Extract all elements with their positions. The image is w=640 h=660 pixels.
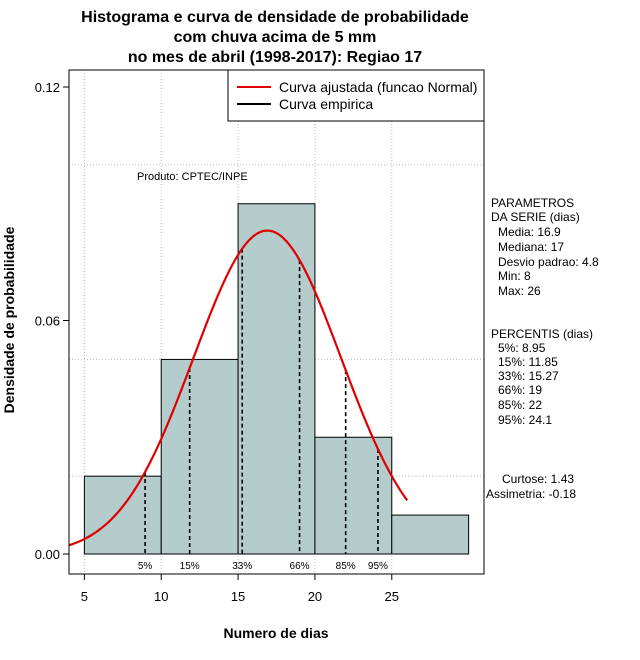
parameters-panel: PARAMETROS DA SERIE (dias) Media: 16.9 M… xyxy=(491,196,599,298)
legend-box xyxy=(227,69,485,122)
percentile-66: 66%: 19 xyxy=(498,383,542,397)
percentiles-panel: PERCENTIS (dias) 5%: 8.95 15%: 11.85 33%… xyxy=(491,327,593,427)
legend-label-empirical: Curva empirica xyxy=(279,96,373,112)
histogram-bar xyxy=(160,358,239,555)
x-tick-label: 25 xyxy=(385,589,399,604)
percentile-5: 5%: 8.95 xyxy=(498,341,546,355)
percentile-15: 15%: 11.85 xyxy=(498,355,558,369)
histogram-bar xyxy=(391,514,470,555)
shape-stats-panel: Curtose: 1.43 Assimetria: -0.18 xyxy=(486,472,576,501)
x-axis-label: Numero de dias xyxy=(223,625,328,641)
legend-label-fitted: Curva ajustada (funcao Normal) xyxy=(279,79,477,95)
parameter-min: Min: 8 xyxy=(498,269,531,283)
y-tick-label: 0.06 xyxy=(35,314,60,329)
skewness-value: Assimetria: -0.18 xyxy=(486,487,576,501)
x-tick-label: 10 xyxy=(154,589,168,604)
percentile-label: 95% xyxy=(368,561,388,572)
parameters-heading-2: DA SERIE (dias) xyxy=(491,210,580,224)
percentiles-heading: PERCENTIS (dias) xyxy=(491,327,593,341)
parameter-sd: Desvio padrao: 4.8 xyxy=(498,255,599,269)
parameter-mean: Media: 16.9 xyxy=(498,225,561,239)
kurtosis-value: Curtose: 1.43 xyxy=(502,472,574,486)
histogram-bar xyxy=(83,475,162,555)
percentile-label: 33% xyxy=(232,561,252,572)
x-tick-label: 5 xyxy=(81,589,88,604)
x-tick-label: 15 xyxy=(231,589,245,604)
y-axis-label: Densidade de probabilidade xyxy=(1,226,17,413)
legend: Curva ajustada (funcao Normal) Curva emp… xyxy=(227,69,485,122)
percentile-label: 66% xyxy=(290,561,310,572)
x-axis: 5 10 15 20 25 xyxy=(81,574,399,604)
y-axis: 0.00 0.06 0.12 xyxy=(35,80,69,562)
histogram-bars xyxy=(83,203,470,555)
y-tick-label: 0.00 xyxy=(35,547,60,562)
histogram-bar xyxy=(237,203,316,555)
parameter-median: Mediana: 17 xyxy=(498,240,564,254)
percentile-85: 85%: 22 xyxy=(498,398,542,412)
percentile-label: 5% xyxy=(138,561,153,572)
chart-title-line-2: com chuva acima de 5 mm xyxy=(174,29,377,46)
percentile-label: 15% xyxy=(180,561,200,572)
percentile-95: 95%: 24.1 xyxy=(498,413,552,427)
x-tick-label: 20 xyxy=(308,589,322,604)
chart-title-line-3: no mes de abril (1998-2017): Regiao 17 xyxy=(128,49,422,66)
percentile-label: 85% xyxy=(336,561,356,572)
parameter-max: Max: 26 xyxy=(498,284,541,298)
product-annotation: Produto: CPTEC/INPE xyxy=(137,171,248,183)
parameters-heading-1: PARAMETROS xyxy=(491,196,574,210)
normal-curve xyxy=(68,229,409,547)
percentile-33: 33%: 15.27 xyxy=(498,369,559,383)
chart-title-line-1: Histograma e curva de densidade de proba… xyxy=(81,9,469,26)
histogram-bar xyxy=(314,436,393,555)
percentile-lines: 5% 15% 33% 66% 85% 95% xyxy=(138,248,388,572)
y-tick-label: 0.12 xyxy=(35,80,60,95)
